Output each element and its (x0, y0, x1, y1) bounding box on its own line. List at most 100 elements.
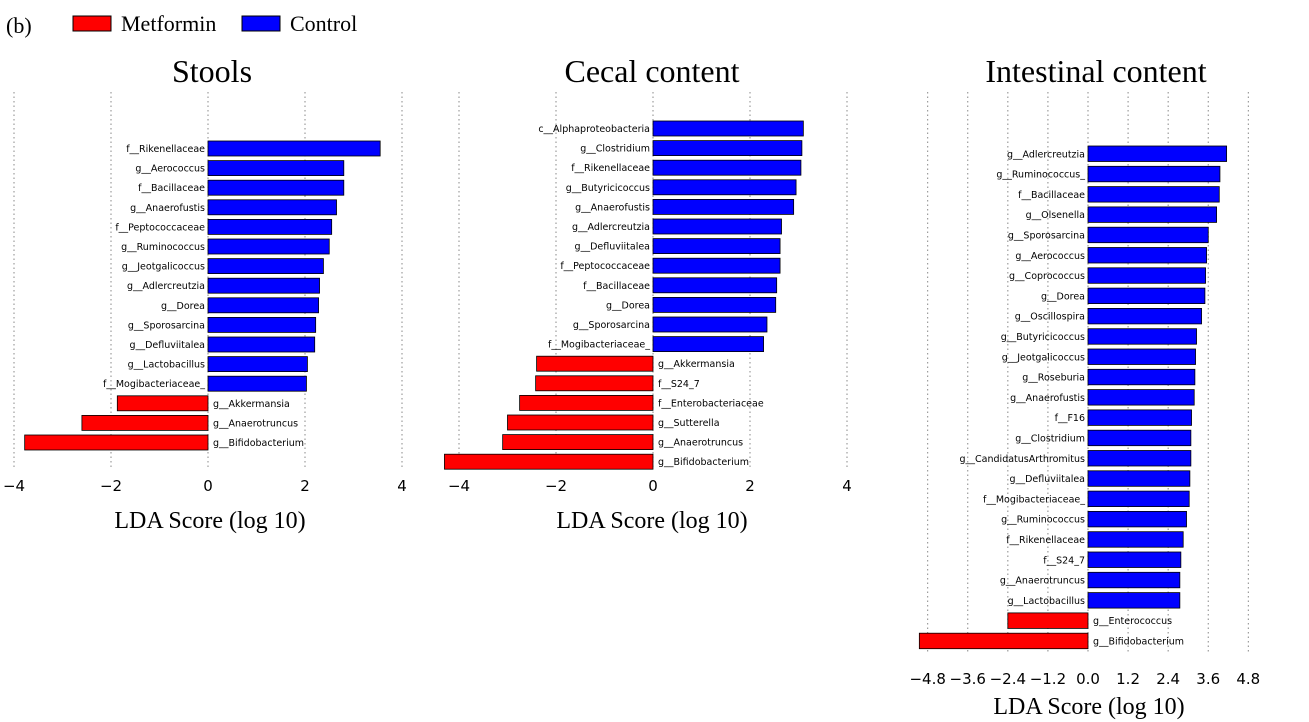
bar-label: g__Akkermansia (658, 359, 735, 370)
x-tick-label: 3.6 (1196, 670, 1220, 688)
bar-label: g__Adlercreutzia (1007, 149, 1085, 160)
bar-label: g__Lactobacillus (128, 360, 205, 371)
bar (1087, 145, 1228, 162)
x-tick-label: 2 (300, 477, 310, 495)
legend-swatch-metformin (72, 15, 112, 32)
legend: Metformin Control (72, 11, 357, 36)
bar-label: g__Sporosarcina (573, 320, 650, 331)
bar (207, 316, 317, 333)
bar (652, 218, 782, 235)
bar-label: f__Rikenellaceae (1006, 535, 1085, 546)
bar-label: c__Alphaproteobacteria (538, 124, 650, 135)
bar-label: f__S24_7 (1043, 555, 1085, 566)
bar (652, 336, 764, 353)
bar (444, 453, 654, 470)
bar (207, 140, 381, 157)
bar-label: f__S24_7 (658, 379, 700, 390)
bar (1087, 186, 1220, 203)
bar (652, 159, 802, 176)
chart-title: Cecal content (564, 53, 739, 89)
bar (1087, 409, 1192, 426)
bar-label: g__Coprococcus (1009, 271, 1085, 282)
x-axis-label: LDA Score (log 10) (993, 694, 1184, 720)
bar (1087, 307, 1202, 325)
bar (207, 179, 345, 196)
chart-intestinal-content: Intestinal content g__Adlercreutzia g__Ru… (909, 53, 1260, 720)
x-tick-label: 1.2 (1116, 670, 1140, 688)
bar (207, 160, 345, 177)
chart-title: Intestinal content (985, 53, 1206, 89)
bar (652, 140, 803, 157)
bar (652, 120, 804, 137)
bar (207, 297, 319, 314)
bar-label: g__Anaerofustis (130, 203, 205, 214)
x-tick-label: 4.8 (1236, 670, 1260, 688)
bar-label: g__Dorea (1041, 291, 1085, 302)
bar (535, 375, 654, 392)
legend-label-metformin: Metformin (121, 11, 216, 36)
bar-label: g__Aerococcus (1015, 251, 1085, 262)
bar (1087, 510, 1187, 528)
x-tick-label: −3.6 (950, 670, 986, 688)
bar (652, 238, 781, 255)
legend-swatch-control (241, 15, 281, 32)
bar-label: g__Bifidobacterium (658, 457, 749, 468)
bar-label: g__Clostridium (1015, 433, 1085, 444)
bar-label: g__Lactobacillus (1008, 596, 1085, 607)
bar (536, 355, 654, 372)
bar-label: g__Jeotgalicoccus (1002, 352, 1085, 363)
bar-label: g__Anaerofustis (575, 202, 650, 213)
bar-label: f__Mogibacteriaceae_ (103, 379, 205, 390)
bar-label: g__Dorea (606, 300, 650, 311)
bar-label: g__Sporosarcina (1008, 230, 1085, 241)
bar-label: g__CandidatusArthromitus (960, 454, 1086, 465)
bar (81, 414, 209, 431)
chart-stools: Stools f__Rikenellaceae g__Aerococcus f__B… (3, 53, 407, 534)
bar (918, 632, 1089, 650)
bar-label: g__Bifidobacterium (213, 438, 304, 449)
bar (1007, 612, 1089, 629)
bar-label: f__Bacillaceae (583, 281, 650, 292)
bar (652, 316, 768, 333)
x-tick-label: −4 (448, 477, 470, 495)
bar (1087, 490, 1190, 508)
bar-label: g__Adlercreutzia (572, 222, 650, 233)
bar (207, 356, 308, 373)
bar (1087, 328, 1197, 345)
bar (116, 395, 209, 412)
bar-label: f__Rikenellaceae (126, 144, 205, 155)
bar-label: g__Ruminococcus (121, 242, 205, 253)
bar-label: g__Jeotgalicoccus (122, 262, 205, 273)
bar (207, 277, 320, 294)
bar (1087, 551, 1182, 568)
bar-label: g__Adlercreutzia (127, 281, 205, 292)
bar (1087, 592, 1181, 609)
bar-label: g__Akkermansia (213, 399, 290, 410)
bar (1087, 389, 1195, 406)
bar (1087, 571, 1181, 589)
bar (1087, 429, 1192, 447)
bar (1087, 470, 1191, 487)
x-tick-label: 4 (842, 477, 852, 495)
x-tick-label: −1.2 (1030, 670, 1066, 688)
bar (207, 336, 316, 353)
bar (207, 199, 337, 216)
x-tick-label: 2.4 (1156, 670, 1180, 688)
x-axis-label: LDA Score (log 10) (556, 508, 747, 534)
bar (652, 257, 781, 274)
x-tick-label: 4 (397, 477, 407, 495)
bar (652, 277, 778, 294)
bar-label: g__Oscillospira (1015, 312, 1085, 323)
bar-label: g__Olsenella (1026, 210, 1085, 221)
bar-label: f__Mogibacteriaceae_ (983, 494, 1085, 505)
bar (502, 434, 654, 451)
bar (1087, 450, 1192, 467)
bar-label: g__Enterococcus (1093, 616, 1172, 627)
bar (1087, 165, 1221, 183)
bar (207, 238, 330, 255)
bar-label: g__Defluviitalea (1010, 474, 1085, 485)
bar (207, 218, 333, 235)
bar (507, 414, 654, 431)
x-tick-label: 0 (203, 477, 213, 495)
